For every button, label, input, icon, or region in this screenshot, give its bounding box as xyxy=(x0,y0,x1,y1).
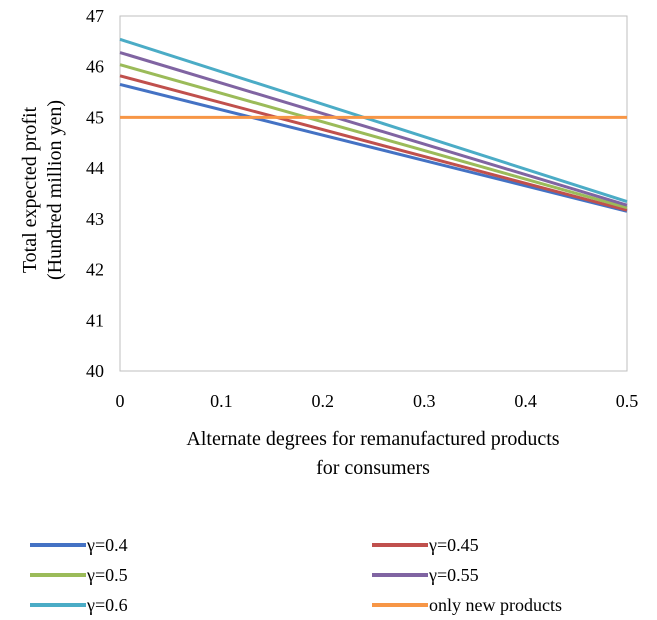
x-tick-label: 0.4 xyxy=(514,391,537,411)
legend-label: γ=0.55 xyxy=(428,565,479,585)
y-tick-label: 40 xyxy=(86,361,104,381)
y-tick-labels: 40 41 42 43 44 45 46 47 xyxy=(86,6,104,381)
legend-label: γ=0.6 xyxy=(86,595,128,615)
y-tick-label: 46 xyxy=(86,57,104,77)
y-tick-label: 43 xyxy=(86,209,104,229)
y-tick-label: 47 xyxy=(86,6,104,26)
series-line xyxy=(119,63,628,210)
legend-label: γ=0.45 xyxy=(428,535,479,555)
series-line xyxy=(119,37,628,204)
legend: γ=0.4 γ=0.45 γ=0.5 γ=0.55 γ=0.6 only new prod… xyxy=(30,535,562,615)
x-tick-labels: 0 0.1 0.2 0.3 0.4 0.5 xyxy=(116,391,639,411)
x-tick-label: 0 xyxy=(116,391,125,411)
x-tick-label: 0.1 xyxy=(210,391,233,411)
series-line xyxy=(119,51,628,207)
y-tick-label: 45 xyxy=(86,107,104,127)
x-axis-title-line2: for consumers xyxy=(316,457,430,479)
legend-label: γ=0.5 xyxy=(86,565,128,585)
plot-area xyxy=(119,15,628,372)
y-axis-title-line1: Total expected profit xyxy=(19,106,41,273)
legend-label: only new products xyxy=(429,595,562,615)
series-line xyxy=(119,74,628,212)
y-tick-label: 44 xyxy=(86,158,104,178)
x-tick-label: 0.5 xyxy=(616,391,639,411)
legend-label: γ=0.4 xyxy=(86,535,128,555)
x-tick-label: 0.2 xyxy=(312,391,335,411)
y-axis-title-line2: (Hundred million yen) xyxy=(44,100,66,280)
y-axis-title: Total expected profit (Hundred million y… xyxy=(19,100,66,280)
x-axis-title-line1: Alternate degrees for remanufactured pro… xyxy=(186,428,559,450)
x-tick-label: 0.3 xyxy=(413,391,436,411)
series-layer xyxy=(119,37,628,213)
y-tick-label: 41 xyxy=(86,310,104,330)
y-tick-label: 42 xyxy=(86,260,104,280)
series-line xyxy=(119,83,628,213)
